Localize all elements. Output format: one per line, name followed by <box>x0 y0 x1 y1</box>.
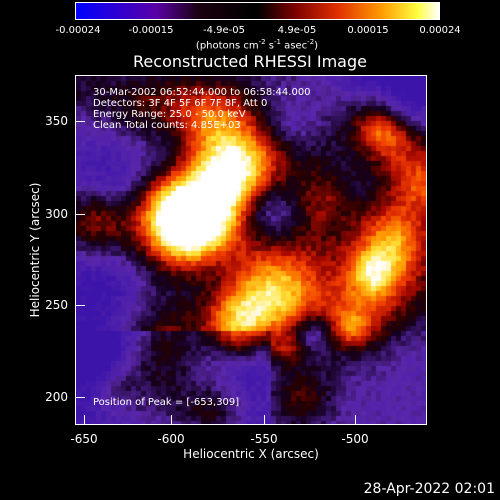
colorbar-tick: -0.00024 <box>55 25 101 36</box>
y-tick-label: 350 <box>45 114 68 128</box>
x-tickmark <box>264 415 265 425</box>
rhessi-image <box>76 76 426 424</box>
colorbar-unit: (photons cm-2 s-1 asec-2) <box>195 38 319 52</box>
colorbar-tick: -4.9e-05 <box>203 25 245 36</box>
render-timestamp: 28-Apr-2022 02:01 <box>363 481 495 497</box>
y-tickmark <box>75 214 85 215</box>
y-tick-label: 200 <box>45 390 68 404</box>
colorbar-tick: 4.9e-05 <box>277 25 317 36</box>
info-detectors: Detectors: 3F 4F 5F 6F 7F 8F, Att 0 <box>93 98 268 109</box>
x-tickmark <box>84 415 85 425</box>
plot-title: Reconstructed RHESSI Image <box>133 52 367 71</box>
colorbar-tick: -0.00015 <box>128 25 174 36</box>
x-tick-label: -550 <box>250 432 278 446</box>
info-energy-range: Energy Range: 25.0 - 50.0 keV <box>93 109 246 120</box>
colorbar <box>75 2 440 20</box>
x-tick-label: -600 <box>157 432 185 446</box>
colorbar-tick: 0.00024 <box>419 25 461 36</box>
y-tick-label: 250 <box>45 298 68 312</box>
x-axis-label: Heliocentric X (arcsec) <box>183 447 319 461</box>
info-time-range: 30-Mar-2002 06:52:44.000 to 06:58:44.000 <box>93 87 311 98</box>
y-tickmark <box>75 397 85 398</box>
x-tickmark <box>355 415 356 425</box>
x-tickmark <box>171 415 172 425</box>
y-tickmark <box>75 305 85 306</box>
info-counts: Clean Total counts: 4.85E+03 <box>93 120 241 131</box>
y-tick-label: 300 <box>45 207 68 221</box>
y-tickmark <box>75 121 85 122</box>
rhessi-image-plot <box>75 75 427 425</box>
colorbar-tick: 0.00015 <box>347 25 389 36</box>
peak-position: Position of Peak = [-653,309] <box>93 397 240 408</box>
x-tick-label: -650 <box>70 432 98 446</box>
y-axis-label: Heliocentric Y (arcsec) <box>28 182 42 318</box>
x-tick-label: -500 <box>341 432 369 446</box>
